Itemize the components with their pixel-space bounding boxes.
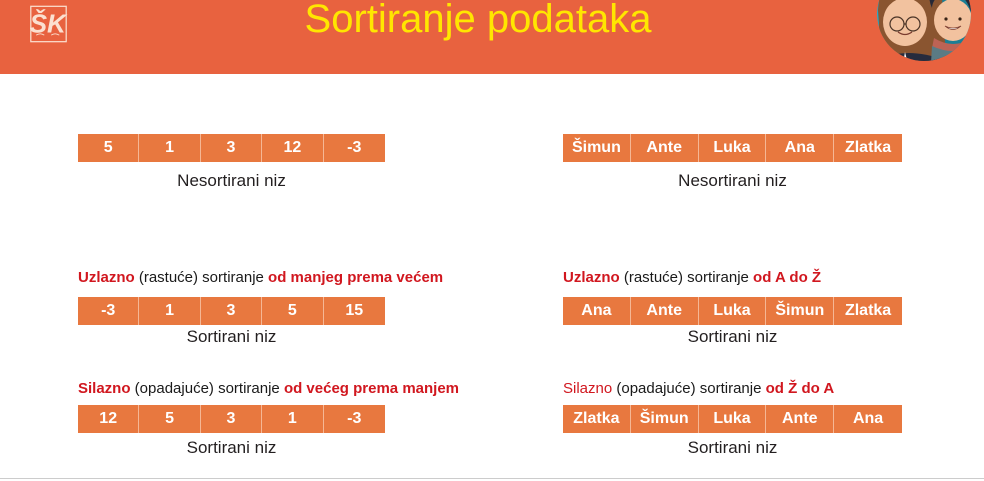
svg-text:ŠK: ŠK	[30, 8, 68, 38]
